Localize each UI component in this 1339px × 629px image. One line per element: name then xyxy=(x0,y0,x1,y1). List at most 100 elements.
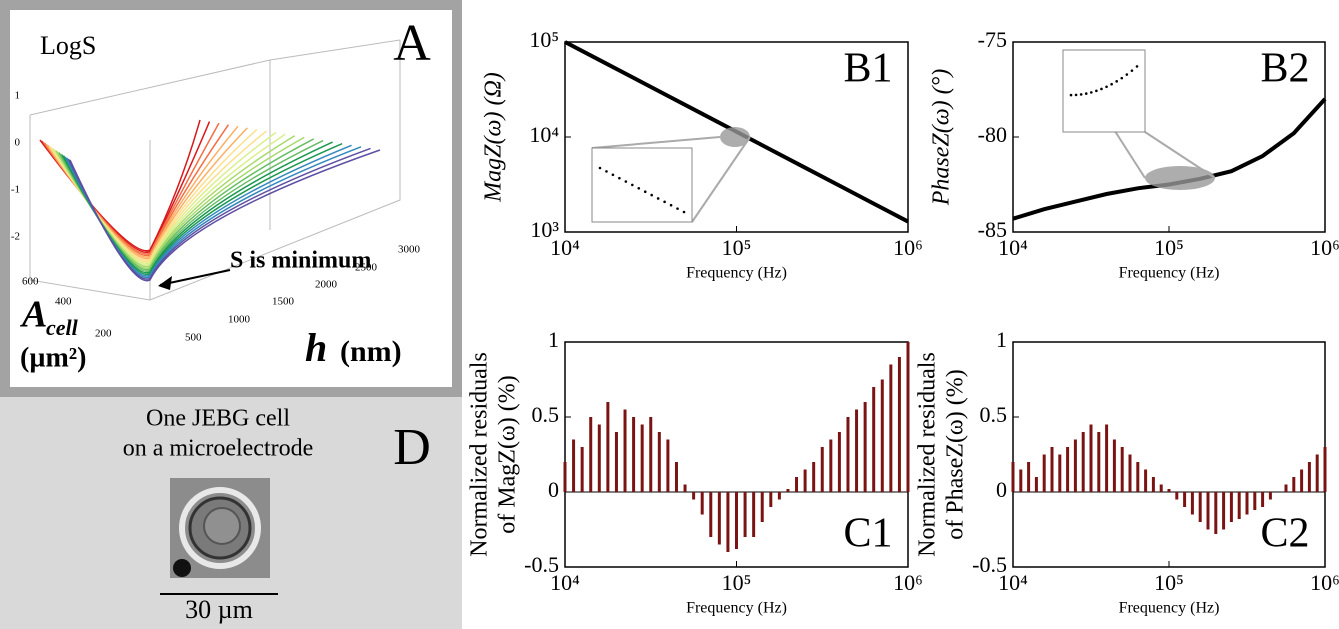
bar xyxy=(1183,492,1187,507)
inset-point xyxy=(1079,93,1083,96)
bar xyxy=(666,439,670,492)
bar xyxy=(614,432,618,492)
z-tick: -1 xyxy=(11,184,20,196)
bar xyxy=(726,492,730,552)
bar xyxy=(700,492,704,515)
area-subscript: cell xyxy=(46,315,79,340)
bar xyxy=(872,387,876,492)
x-tick-label: 10⁴ xyxy=(550,570,580,595)
surface-curve xyxy=(69,149,381,282)
inset-point xyxy=(1100,87,1103,91)
inset-point xyxy=(1125,73,1129,76)
y-axis-label: Normalized residuals xyxy=(915,352,941,557)
area-unit: (µm²) xyxy=(20,342,87,373)
arrow xyxy=(159,269,231,286)
bar xyxy=(837,432,841,492)
x-tick-label: 10⁵ xyxy=(1154,235,1184,260)
bar xyxy=(786,489,790,492)
bar xyxy=(880,379,884,492)
y-tick-label: 0 xyxy=(996,477,1007,502)
bar xyxy=(1237,492,1241,519)
inset-point xyxy=(598,166,602,170)
scale-label: 30 µm xyxy=(185,595,253,624)
bar xyxy=(1222,492,1226,530)
bar xyxy=(1253,492,1257,510)
x-tick-label: 10⁴ xyxy=(998,570,1028,595)
bar xyxy=(1058,454,1062,492)
y-tick-label: 10⁴ xyxy=(529,122,559,147)
inset-point xyxy=(1115,80,1118,83)
y-axis-label: of PhaseZ(ω) (%) xyxy=(943,369,969,539)
bar xyxy=(709,492,713,537)
inset-point xyxy=(624,180,628,183)
bar xyxy=(683,484,687,492)
inset-point xyxy=(1105,85,1108,89)
bar xyxy=(863,402,867,492)
bar xyxy=(1190,492,1194,515)
y-tick-label: -0.5 xyxy=(524,552,559,577)
bar xyxy=(1300,469,1304,492)
area-label: A xyxy=(20,294,47,336)
bar xyxy=(795,477,799,492)
bar xyxy=(1175,492,1179,500)
bar xyxy=(1136,462,1140,492)
y-tick-label: -80 xyxy=(978,122,1007,147)
zoom-connector xyxy=(691,136,751,223)
h-unit: (nm) xyxy=(340,335,402,368)
bar xyxy=(803,469,807,492)
x-axis-label: Frequency (Hz) xyxy=(686,265,787,282)
bar xyxy=(717,492,721,545)
inset-point xyxy=(1074,93,1078,97)
bar xyxy=(640,424,644,492)
y-tick-label: 1 xyxy=(548,327,559,352)
y-tick-label: 0.5 xyxy=(980,402,1008,427)
bar xyxy=(1089,424,1093,492)
bar xyxy=(1229,492,1233,522)
x-tick-label: 10⁴ xyxy=(550,235,580,260)
bar xyxy=(743,492,747,537)
y-axis-label: PhaseZ(ω) (°) xyxy=(929,69,955,207)
x-tick-label: 10⁵ xyxy=(722,235,752,260)
x-tick-label: 10⁶ xyxy=(893,235,923,260)
bar xyxy=(1112,439,1116,492)
panel-a-background xyxy=(10,10,452,387)
bar xyxy=(1167,489,1171,492)
inset-point xyxy=(637,187,641,190)
bar xyxy=(1323,447,1327,492)
inset-point xyxy=(618,176,621,180)
bar xyxy=(752,492,756,537)
zoom-region xyxy=(1145,166,1215,190)
bar xyxy=(812,462,816,492)
inset-point xyxy=(631,183,634,187)
caption: on a microelectrode xyxy=(123,436,314,462)
bar xyxy=(1128,454,1132,492)
panel-label: B1 xyxy=(843,46,892,92)
bar xyxy=(674,462,678,492)
h-tick: 500 xyxy=(185,332,202,344)
annotation: S is minimum xyxy=(230,248,371,274)
x-axis-label: Frequency (Hz) xyxy=(686,600,787,617)
nucleus xyxy=(203,507,241,545)
inset xyxy=(1062,49,1146,133)
x-tick-label: 10⁵ xyxy=(722,570,752,595)
bar xyxy=(777,492,781,500)
bar xyxy=(657,432,661,492)
panel-label: A xyxy=(393,15,431,72)
inset-point xyxy=(1110,82,1113,86)
h-tick: 2500 xyxy=(355,262,378,274)
bar xyxy=(760,492,764,522)
bar xyxy=(897,357,901,492)
bar xyxy=(1245,492,1249,515)
x-tick-label: 10⁵ xyxy=(1154,570,1184,595)
bar xyxy=(1315,454,1319,492)
panel-label: B2 xyxy=(1260,46,1309,92)
x-tick-label: 10⁴ xyxy=(998,235,1028,260)
bar xyxy=(906,342,910,492)
y-tick-label: 1 xyxy=(996,327,1007,352)
bar xyxy=(1292,477,1296,492)
x-tick-label: 10⁶ xyxy=(893,570,923,595)
y-tick-label: -85 xyxy=(978,217,1007,242)
data-line xyxy=(1012,97,1327,221)
cell-image xyxy=(170,478,270,578)
